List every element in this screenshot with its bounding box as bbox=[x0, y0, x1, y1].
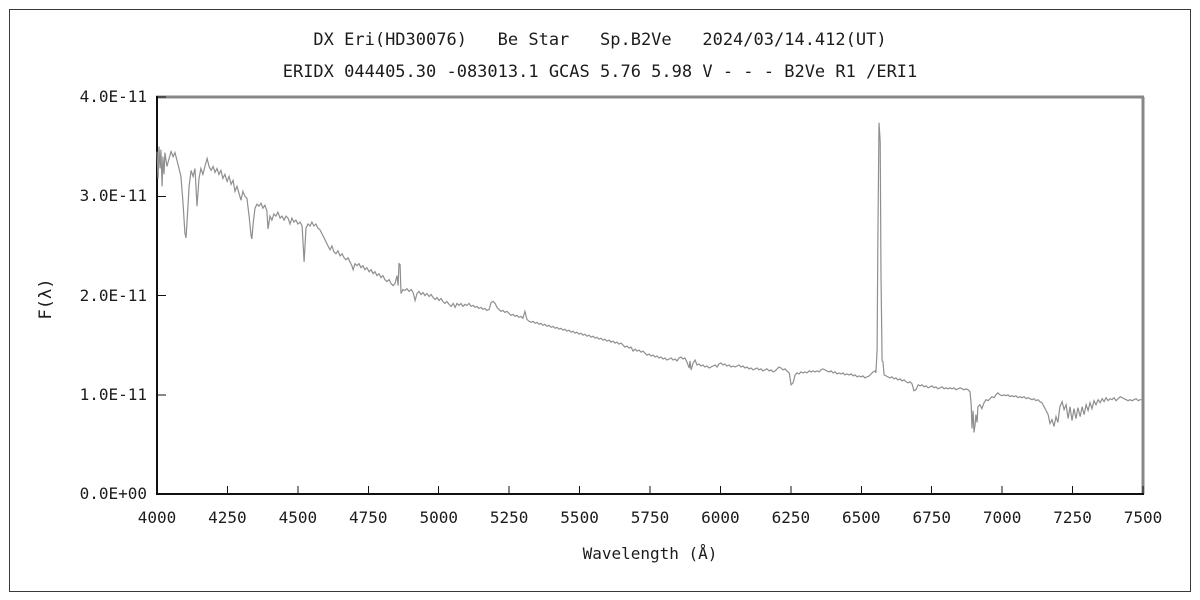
x-tick-label: 7500 bbox=[1123, 508, 1163, 527]
y-tick-label: 4.0E-11 bbox=[79, 87, 147, 106]
x-tick-label: 6000 bbox=[701, 508, 740, 527]
x-tick-label: 6750 bbox=[912, 508, 951, 527]
chart-title: DX Eri(HD30076) Be Star Sp.B2Ve 2024/03/… bbox=[313, 30, 887, 50]
x-tick-label: 5750 bbox=[630, 508, 670, 527]
y-tick-label: 3.0E-11 bbox=[79, 186, 147, 206]
x-axis-title: Wavelength (Å) bbox=[582, 544, 718, 563]
y-tick-label: 1.0E-11 bbox=[79, 384, 147, 404]
x-tick-label: 7000 bbox=[982, 508, 1022, 527]
x-tick-label: 5250 bbox=[489, 508, 529, 527]
x-tick-label: 6500 bbox=[842, 508, 881, 527]
x-tick-label: 4000 bbox=[137, 508, 177, 527]
x-tick-label: 7250 bbox=[1053, 508, 1092, 527]
x-tick-label: 5000 bbox=[419, 508, 458, 527]
x-tick-label: 6250 bbox=[771, 508, 811, 527]
x-tick-label: 4500 bbox=[278, 508, 318, 527]
x-tick-label: 4250 bbox=[208, 508, 247, 527]
spectrum-line bbox=[156, 122, 1143, 433]
y-tick-label: 2.0E-11 bbox=[79, 285, 147, 305]
y-tick-label: 0.0E+00 bbox=[79, 484, 147, 503]
y-axis-title: F(λ) bbox=[36, 278, 56, 320]
x-tick-label: 4750 bbox=[349, 508, 388, 527]
x-tick-label: 5500 bbox=[560, 508, 599, 527]
chart-subtitle: ERIDX 044405.30 -083013.1 GCAS 5.76 5.98… bbox=[282, 62, 918, 82]
